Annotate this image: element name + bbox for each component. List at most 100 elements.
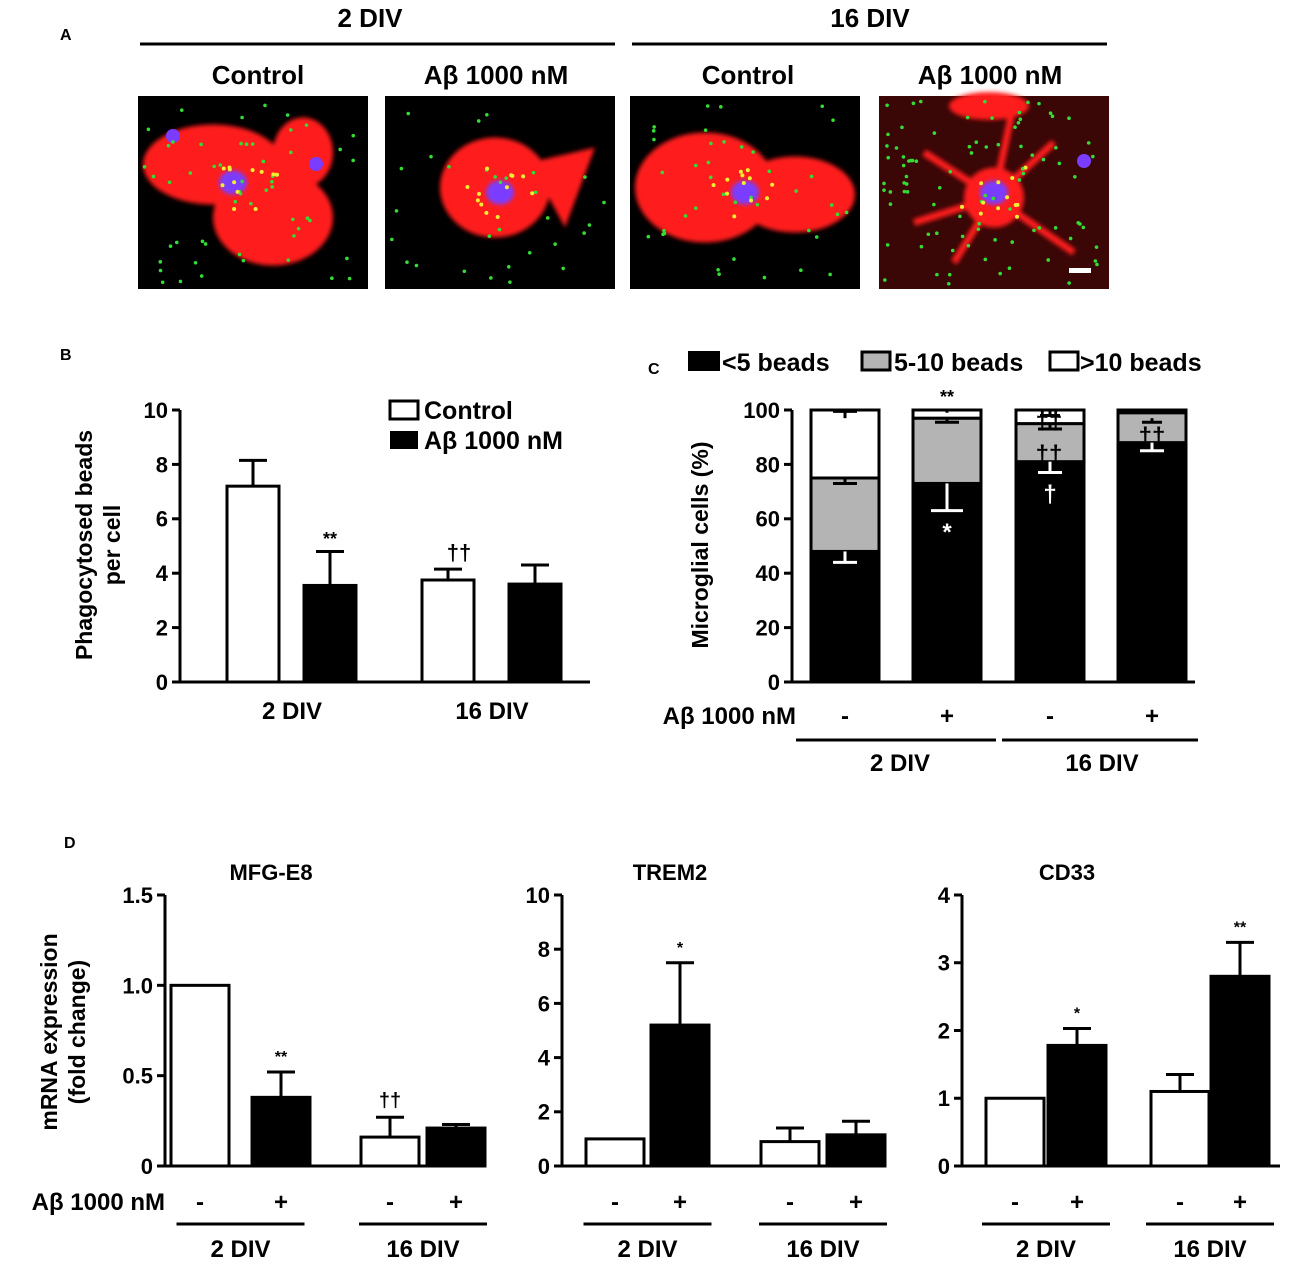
y-tick-label: 1 [938, 1086, 950, 1111]
group-label: 16 DIV [386, 1236, 459, 1263]
significance-mark: ** [323, 529, 337, 549]
internalized-bead [220, 183, 225, 188]
significance-mark: †† [447, 540, 471, 565]
bead [983, 193, 988, 198]
bar-3 [359, 1135, 421, 1168]
bead [261, 159, 266, 164]
significance-mark: †† [379, 1090, 401, 1112]
bead [807, 228, 811, 233]
significance-mark: †† [1139, 423, 1166, 450]
bead [1094, 245, 1099, 249]
internalized-bead [770, 182, 775, 187]
bead [662, 231, 667, 236]
legend-swatch-control [388, 399, 420, 421]
internalized-bead [741, 180, 746, 185]
group-label: 16 DIV [1065, 750, 1138, 777]
treatment-mark: - [196, 1189, 204, 1216]
treatment-mark: + [449, 1189, 463, 1216]
legend-swatch-5to10 [860, 350, 892, 372]
y-tick-label: 4 [156, 561, 169, 586]
bead [1017, 110, 1022, 115]
internalized-bead [1015, 202, 1020, 207]
bead [489, 276, 493, 280]
y-axis-label: Microglial cells (%) [687, 441, 713, 648]
bead [168, 244, 173, 248]
bead [733, 200, 738, 205]
bead [652, 137, 656, 142]
chart-title: CD33 [1039, 860, 1095, 885]
bead [1076, 221, 1081, 225]
bead [1017, 178, 1022, 182]
y-axis-label: Phagocytosed beads [71, 430, 97, 660]
bead [429, 154, 433, 159]
bead [904, 174, 909, 179]
bar-4 [825, 1133, 887, 1168]
y-tick-label: 2 [156, 616, 168, 641]
treatment-mark: - [1176, 1189, 1184, 1216]
bar-4 [1209, 974, 1271, 1168]
micrograph-1 [138, 96, 368, 289]
y-tick-label: 0.5 [122, 1064, 153, 1089]
bead [835, 212, 840, 217]
y-tick-label: 4 [538, 1046, 551, 1071]
bead [533, 190, 538, 195]
internalized-bead [521, 174, 526, 179]
bar-3 [759, 1140, 821, 1168]
bead [888, 190, 893, 194]
bead [351, 133, 356, 138]
legend-swatch-abeta [390, 431, 418, 449]
stack-3-bar-1 [809, 408, 881, 480]
bead [958, 214, 962, 219]
bead [1008, 207, 1012, 211]
cell-body [635, 132, 775, 243]
internalized-bead [724, 191, 729, 196]
legend-label-lt5: <5 beads [722, 349, 830, 377]
bead [305, 216, 310, 220]
internalized-bead [749, 198, 754, 203]
bead [233, 199, 238, 204]
group-label: 2 DIV [870, 750, 930, 777]
internalized-bead [250, 168, 255, 173]
bead [146, 127, 151, 132]
y-tick-label: 2 [538, 1100, 550, 1125]
internalized-bead [479, 202, 484, 207]
panel-a-col-1: Control [212, 60, 304, 90]
significance-mark: * [1074, 1005, 1081, 1022]
bead [749, 195, 753, 200]
y-axis-label-line2: (fold change) [64, 960, 90, 1104]
y-tick-label: 8 [538, 937, 550, 962]
panel-c-letter: C [648, 361, 660, 378]
bead [1016, 121, 1021, 125]
bead [171, 140, 175, 144]
legend-swatch-lt5 [688, 351, 720, 371]
bead [935, 231, 939, 236]
bead [1067, 281, 1071, 285]
significance-mark: * [942, 519, 952, 546]
treatment-mark: + [1145, 703, 1159, 730]
bead [237, 252, 242, 257]
bead [1053, 226, 1058, 230]
bead [462, 269, 467, 274]
bead [582, 231, 586, 235]
y-tick-label: 40 [756, 561, 780, 586]
bead [693, 163, 698, 168]
y-tick-label: 2 [938, 1018, 950, 1043]
bead [965, 115, 970, 120]
bead [739, 145, 744, 149]
bead [950, 248, 955, 253]
bead [497, 227, 502, 232]
bead [885, 103, 889, 108]
cell-body [273, 117, 333, 188]
bead [166, 143, 171, 148]
bar-3 [1149, 1089, 1211, 1168]
internalized-bead [485, 166, 490, 171]
y-tick-label: 8 [156, 452, 168, 477]
y-axis-label: mRNA expression [36, 933, 62, 1130]
micrograph-3 [630, 96, 860, 289]
y-tick-label: 80 [756, 452, 780, 477]
bead [199, 142, 203, 147]
bead [914, 159, 919, 164]
y-tick-label: 0 [156, 670, 168, 695]
bead [587, 223, 592, 227]
stack-2-bar-1 [809, 476, 881, 553]
